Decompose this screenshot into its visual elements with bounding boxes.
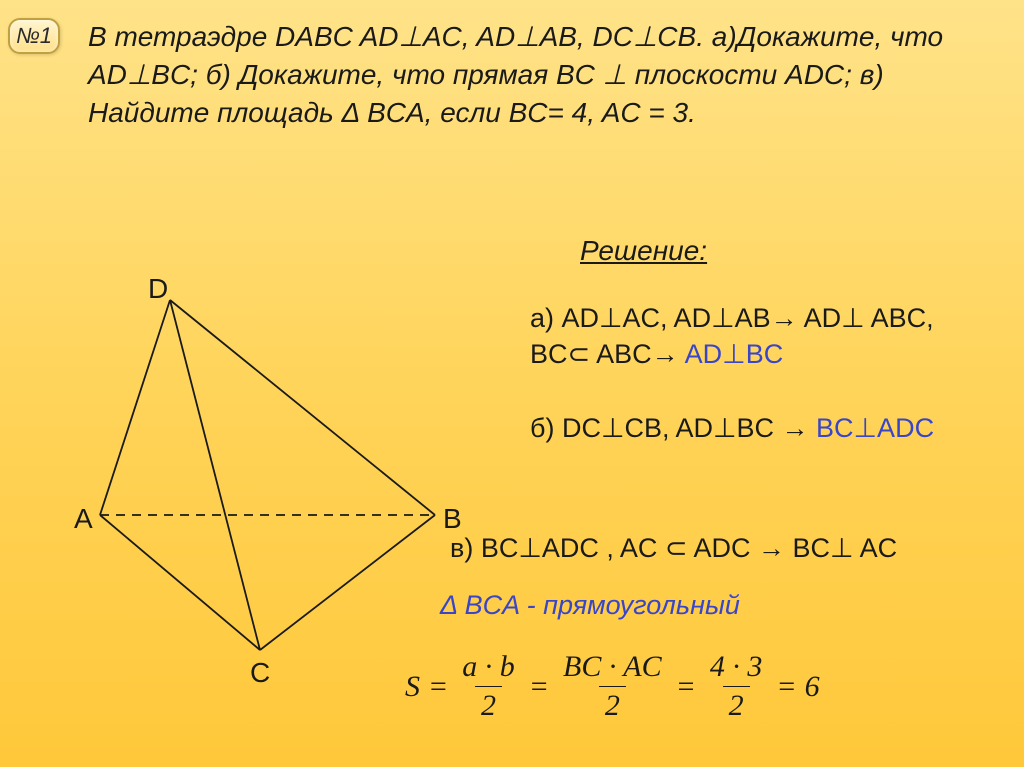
sol-a-result: AD⊥BC <box>685 339 784 369</box>
formula-s: S <box>405 670 420 704</box>
badge-text: №1 <box>16 23 52 49</box>
sol-b-text: б) DC⊥CB, AD⊥BC → <box>530 413 816 443</box>
svg-text:D: D <box>148 273 168 304</box>
solution-heading: Решение: <box>580 235 707 267</box>
fraction-1: a · b 2 <box>456 650 521 723</box>
solution-part-b: б) DC⊥CB, AD⊥BC → BC⊥ADC <box>530 410 1000 446</box>
sol-b-result: BC⊥ADC <box>816 413 934 443</box>
f2-den: 2 <box>599 686 626 723</box>
triangle-right-note: Δ BCA - прямоугольный <box>440 590 1000 621</box>
svg-text:C: C <box>250 657 270 688</box>
fraction-3: 4 · 3 2 <box>704 650 769 723</box>
svg-text:A: A <box>74 503 93 534</box>
fraction-2: BC · AC 2 <box>557 650 668 723</box>
solution-part-c: в) BC⊥ADC , AC ⊂ ADC → BC⊥ AC <box>450 530 1010 566</box>
area-formula: S = a · b 2 = BC · AC 2 = 4 · 3 2 = 6 <box>405 650 1005 723</box>
formula-eq2: = <box>529 670 549 704</box>
formula-eq1: = <box>428 670 448 704</box>
problem-number-badge: №1 <box>8 18 60 54</box>
tetrahedron-diagram: DABC <box>60 270 480 690</box>
problem-statement: В тетраэдре DABC AD⊥AC, AD⊥AB, DC⊥CB. а)… <box>88 18 988 131</box>
f2-num: BC · AC <box>557 650 668 686</box>
formula-eq3: = <box>676 670 696 704</box>
formula-result: 6 <box>805 670 820 704</box>
f3-den: 2 <box>723 686 750 723</box>
f1-num: a · b <box>456 650 521 686</box>
f3-num: 4 · 3 <box>704 650 769 686</box>
f1-den: 2 <box>475 686 502 723</box>
solution-part-a: а) AD⊥AC, AD⊥AB→ AD⊥ ABC, BC⊂ ABC→ AD⊥BC <box>530 300 1000 373</box>
formula-eq4: = <box>776 670 796 704</box>
